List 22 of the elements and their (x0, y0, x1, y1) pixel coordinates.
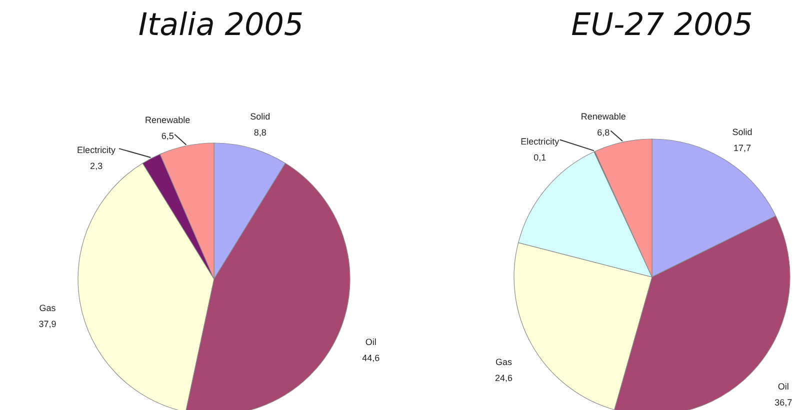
slice-label: Solid (732, 126, 752, 137)
data-label: 37,9 (38, 318, 56, 329)
slice-label: Gas (495, 357, 512, 368)
slice-label: Electricity (520, 136, 560, 146)
chart-title: EU-27 2005 (571, 7, 753, 43)
slice-label: Solid (250, 111, 270, 122)
data-label: 36,7 (774, 397, 792, 408)
slice-label: Oil (778, 381, 789, 392)
data-label: 2,3 (90, 161, 103, 172)
data-label: 0,1 (534, 152, 546, 162)
slice-label: Oil (365, 336, 376, 347)
data-label: 8,8 (254, 127, 266, 138)
data-label: 44,6 (362, 352, 380, 363)
data-label: 6,8 (597, 127, 610, 138)
data-label: 6,5 (161, 130, 174, 141)
data-label: 17,7 (733, 142, 752, 153)
slice-label: Renewable (580, 111, 626, 122)
data-label: 24,6 (494, 373, 512, 384)
chart-title: Italia 2005 (138, 7, 304, 43)
slice-label: Gas (39, 302, 56, 313)
slice-label: Renewable (145, 114, 190, 125)
slice-label: Electricity (77, 145, 116, 156)
